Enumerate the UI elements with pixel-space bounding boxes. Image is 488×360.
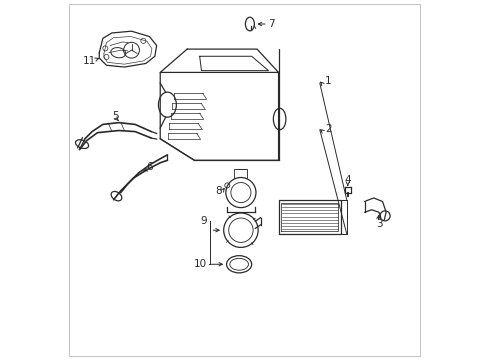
Text: 5: 5 xyxy=(112,111,119,121)
Text: 8: 8 xyxy=(215,186,222,197)
Text: 9: 9 xyxy=(200,216,206,226)
Text: 4: 4 xyxy=(344,175,350,185)
Text: 11: 11 xyxy=(83,56,96,66)
Text: 3: 3 xyxy=(375,219,382,229)
Text: 7: 7 xyxy=(268,19,275,29)
Text: 6: 6 xyxy=(146,162,152,172)
Text: 10: 10 xyxy=(193,259,206,269)
Text: 2: 2 xyxy=(325,124,331,134)
Text: 1: 1 xyxy=(325,76,331,86)
